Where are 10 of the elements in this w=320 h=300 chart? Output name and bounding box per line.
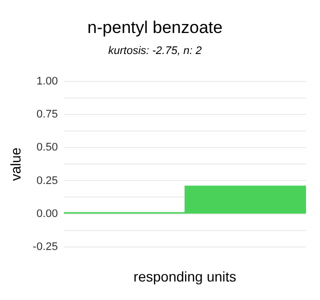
y-tick-label: 0.25	[36, 174, 58, 187]
y-tick-label: 0.75	[36, 108, 58, 121]
y-tick-label: 0.00	[36, 208, 58, 220]
chart-subtitle: kurtosis: -2.75, n: 2	[108, 45, 202, 58]
y-axis-title: value	[7, 147, 24, 181]
y-tick-label: 0.50	[36, 142, 58, 154]
y-tick-label: 1.00	[36, 76, 58, 88]
x-axis-title: responding units	[134, 268, 236, 284]
chart-title: n-pentyl benzoate	[87, 18, 223, 37]
y-tick-label: -0.25	[32, 240, 58, 253]
